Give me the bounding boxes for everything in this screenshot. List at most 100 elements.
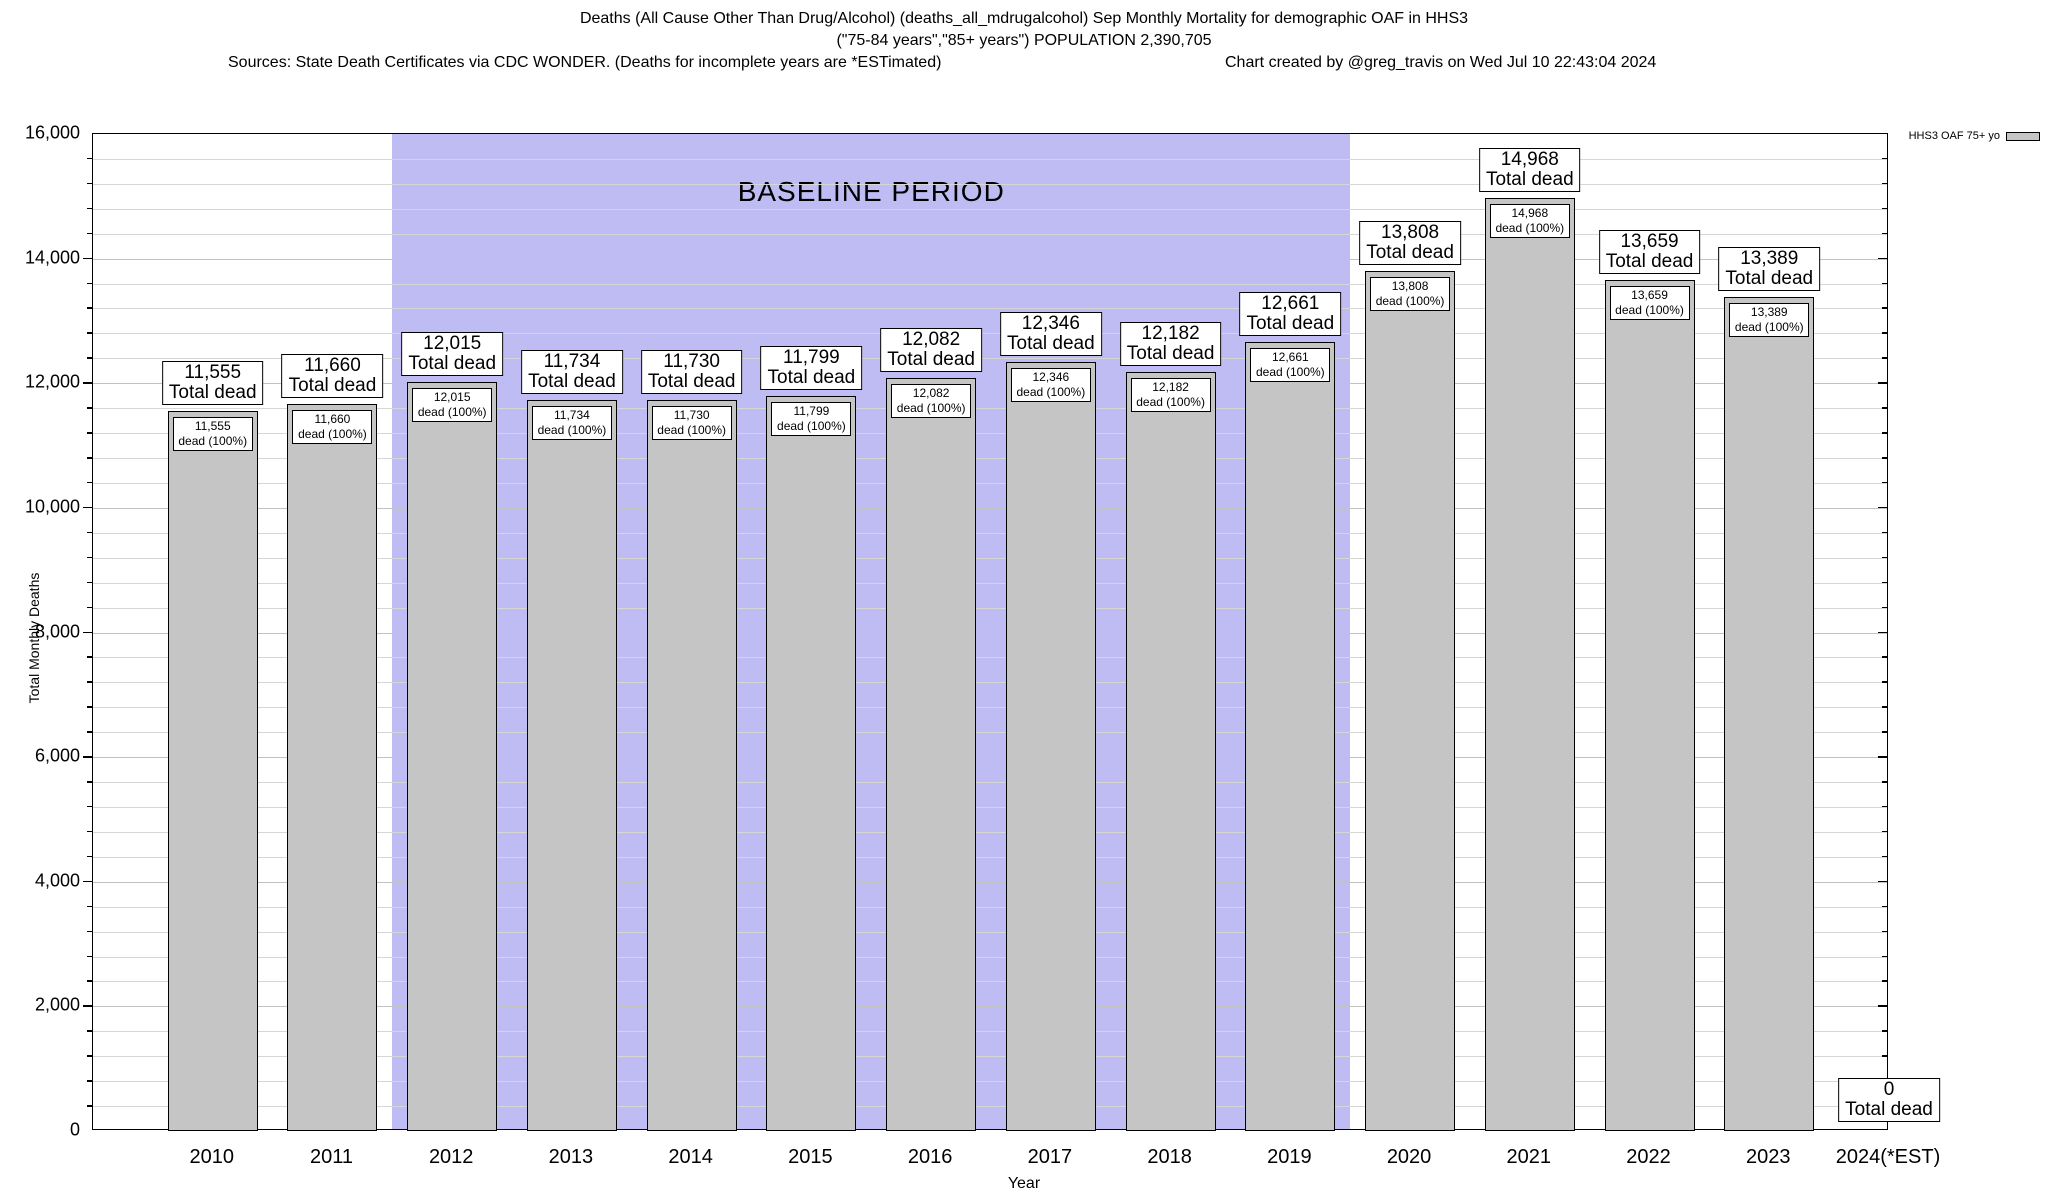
plot-area: BASELINE PERIOD 11,555 dead (100%) 11,555 T… — [92, 133, 1940, 1131]
minor-gridline — [93, 956, 1887, 958]
bar-total-label-2021: 14,968 Total dead — [1478, 148, 1581, 193]
legend: HHS3 OAF 75+ yo — [1880, 128, 2040, 144]
bar-total-label-2022: 13,659 Total dead — [1598, 229, 1701, 274]
minor-gridline — [93, 308, 1887, 310]
bar-total-label-2015: 11,799 Total dead — [760, 345, 863, 390]
x-axis-tick-label-2012: 2012 — [428, 1146, 474, 1168]
bar-inner-caption: dead (100%) — [1615, 302, 1684, 317]
x-axis-tick-label-2014: 2014 — [668, 1146, 713, 1168]
bar-inner-label-2017: 12,346 dead (100%) — [1010, 367, 1091, 402]
y-axis-tick-mirror — [1881, 432, 1887, 434]
y-axis-tick-mirror — [1881, 681, 1887, 683]
legend-series-label: HHS3 OAF 75+ yo — [1908, 130, 2000, 142]
bar-total-value: 12,346 — [1021, 312, 1080, 334]
minor-gridline — [93, 682, 1887, 684]
y-axis-tick — [87, 581, 92, 584]
y-axis-tick-mirror — [1877, 1005, 1887, 1007]
y-axis-tick-label: 6,000 — [34, 745, 80, 766]
chart-sources-note: Sources: State Death Certificates via CD… — [228, 54, 942, 71]
bar-total-value: 13,808 — [1381, 221, 1440, 243]
bar-total-caption: Total dead — [1246, 313, 1335, 335]
y-axis-tick-mirror — [1877, 880, 1887, 883]
y-axis-tick — [87, 955, 92, 958]
bar-inner-label-2015: 11,799 dead (100%) — [771, 401, 852, 436]
y-axis-tick-mirror — [1881, 556, 1887, 559]
bar-total-label-2012: 12,015 Total dead — [401, 332, 504, 377]
bar-total-caption: Total dead — [887, 349, 975, 371]
bar-inner-caption: dead (100%) — [1495, 221, 1565, 236]
bar-inner-value: 12,015 — [433, 390, 471, 405]
bar-total-value: 12,661 — [1261, 293, 1320, 315]
bar-2010 — [167, 410, 258, 1131]
x-axis-tick-label-2020: 2020 — [1386, 1146, 1432, 1168]
bar-inner-label-2021: 14,968 dead (100%) — [1489, 204, 1570, 239]
bar-total-label-2010: 11,555 Total dead — [161, 360, 264, 405]
bar-total-value: 12,082 — [902, 329, 961, 351]
bar-inner-value: 12,082 — [912, 386, 950, 401]
bar-inner-value: 14,968 — [1511, 206, 1549, 221]
y-axis-tick — [87, 357, 92, 359]
y-axis-tick-mirror — [1881, 955, 1887, 958]
bar-inner-caption: dead (100%) — [537, 422, 607, 437]
bar-inner-caption: dead (100%) — [777, 418, 846, 433]
y-axis-tick-mirror — [1881, 930, 1887, 933]
bar-2015 — [766, 395, 857, 1131]
x-axis-tick-label-2011: 2011 — [309, 1146, 353, 1168]
bar-inner-caption: dead (100%) — [896, 401, 966, 416]
bar-inner-label-2020: 13,808 dead (100%) — [1370, 276, 1451, 311]
bar-inner-value: 12,346 — [1032, 369, 1070, 384]
bar-inner-value: 13,389 — [1750, 304, 1788, 319]
bar-2011 — [287, 404, 378, 1131]
y-axis-tick-label: 10,000 — [24, 496, 80, 517]
bar-total-label-2017: 12,346 Total dead — [1000, 311, 1102, 356]
baseline-period-label: BASELINE PERIOD — [737, 176, 1005, 207]
bar-total-label-2011: 11,660 Total dead — [281, 354, 384, 399]
y-axis-tick-mirror — [1881, 830, 1887, 833]
x-axis-tick-label-2021: 2021 — [1506, 1146, 1552, 1168]
bar-inner-value: 13,808 — [1391, 278, 1429, 293]
major-gridline — [93, 757, 1887, 759]
bar-total-caption: Total dead — [288, 375, 377, 397]
y-axis-tick — [87, 556, 92, 559]
major-gridline — [93, 507, 1887, 509]
bar-total-label-2023: 13,389 Total dead — [1718, 246, 1821, 291]
bar-2018 — [1125, 371, 1216, 1131]
y-axis-tick-mirror — [1881, 1030, 1887, 1032]
y-axis-tick — [87, 930, 92, 933]
y-axis-tick — [87, 1105, 92, 1107]
minor-gridline — [93, 582, 1887, 584]
y-axis-tick — [87, 157, 92, 160]
bar-inner-label-2011: 11,660 dead (100%) — [292, 410, 373, 445]
bar-inner-value: 11,730 — [673, 408, 710, 423]
y-axis-tick-mirror — [1881, 207, 1887, 210]
x-axis-tick-label-2018: 2018 — [1147, 1146, 1192, 1168]
bar-total-caption: Total dead — [767, 366, 856, 388]
y-axis-tick-mirror — [1881, 706, 1887, 708]
bar-total-label-2016: 12,082 Total dead — [880, 328, 982, 373]
y-axis-tick-mirror — [1881, 805, 1887, 808]
y-axis-tick-label: 14,000 — [24, 247, 80, 268]
y-axis-tick — [83, 631, 92, 633]
bar-2014 — [646, 400, 737, 1131]
y-axis-tick-mirror — [1881, 457, 1887, 459]
y-axis-tick-mirror — [1881, 606, 1887, 609]
minor-gridline — [93, 657, 1887, 659]
y-axis-tick-mirror — [1881, 332, 1887, 334]
minor-gridline — [93, 482, 1887, 484]
y-axis-tick — [87, 656, 92, 658]
bar-inner-caption: dead (100%) — [657, 423, 727, 438]
y-axis-tick — [87, 855, 92, 858]
minor-gridline — [93, 333, 1887, 335]
y-axis-tick — [87, 980, 92, 982]
bar-total-label-2014: 11,730 Total dead — [640, 350, 743, 395]
minor-gridline — [93, 458, 1887, 460]
y-axis-tick — [83, 880, 92, 883]
minor-gridline — [93, 906, 1887, 908]
y-axis-tick — [87, 706, 92, 708]
x-axis-tick-label-2023: 2023 — [1746, 1146, 1791, 1168]
y-axis-tick — [83, 1005, 92, 1007]
bar-inner-label-2022: 13,659 dead (100%) — [1609, 285, 1690, 320]
bar-total-caption: Total dead — [528, 370, 616, 392]
bar-2013 — [526, 399, 617, 1131]
